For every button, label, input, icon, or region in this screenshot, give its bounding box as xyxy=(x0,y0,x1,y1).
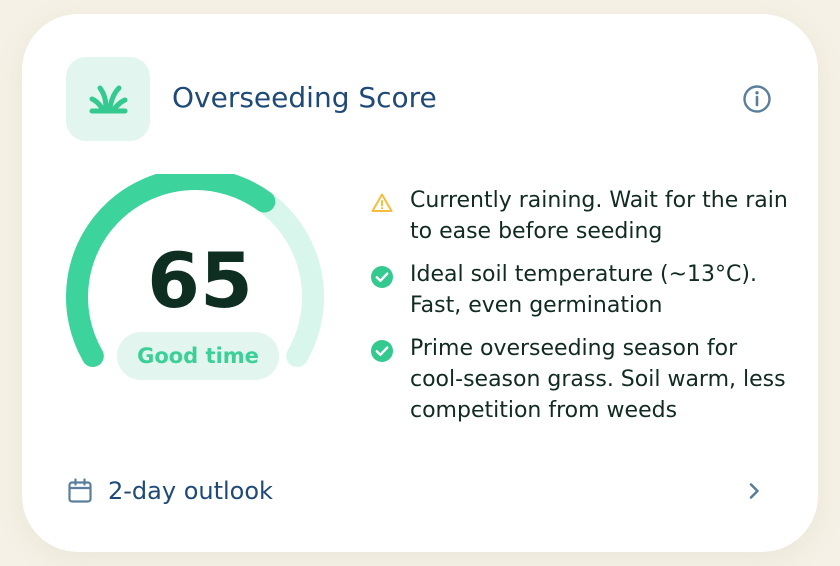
factor-item-soil-temperature: Ideal soil temperature (~13°C). Fast, ev… xyxy=(370,259,790,321)
check-circle-icon xyxy=(370,265,394,289)
factor-text: Currently raining. Wait for the rain to … xyxy=(410,188,788,244)
score-factors-list: Currently raining. Wait for the rain to … xyxy=(370,185,790,438)
grass-sprout-icon xyxy=(66,57,150,141)
score-gauge xyxy=(60,174,330,414)
chevron-right-icon[interactable] xyxy=(742,479,766,503)
factor-item-rain: Currently raining. Wait for the rain to … xyxy=(370,185,790,247)
outlook-row[interactable]: 2-day outlook xyxy=(66,471,772,511)
outlook-label[interactable]: 2-day outlook xyxy=(108,477,273,505)
score-status-badge: Good time xyxy=(117,332,279,380)
factor-text: Prime overseeding season for cool-season… xyxy=(410,336,786,423)
calendar-icon xyxy=(66,477,94,505)
card-title: Overseeding Score xyxy=(172,81,437,114)
info-button[interactable] xyxy=(740,82,774,116)
warning-triangle-icon xyxy=(370,191,394,215)
score-value: 65 xyxy=(147,236,253,325)
check-circle-icon xyxy=(370,339,394,363)
overseeding-score-card: Overseeding Score 65 Good time Currently… xyxy=(22,14,818,552)
factor-item-season: Prime overseeding season for cool-season… xyxy=(370,333,790,426)
factor-text: Ideal soil temperature (~13°C). Fast, ev… xyxy=(410,262,757,318)
info-icon[interactable] xyxy=(740,82,774,116)
gauge-fill xyxy=(66,174,276,367)
